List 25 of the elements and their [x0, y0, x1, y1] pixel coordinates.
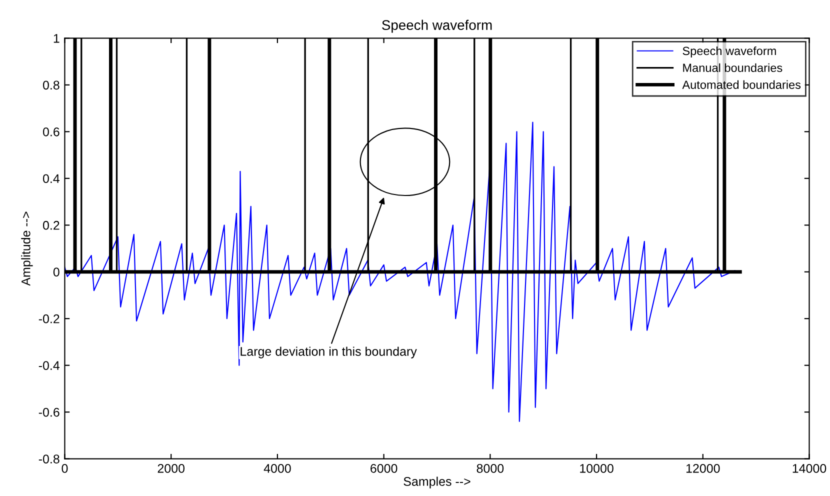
x-tick-label: 14000 — [792, 464, 826, 473]
y-tick-label: 0.8 — [42, 80, 60, 90]
y-tick-label: 0 — [53, 268, 60, 277]
x-tick-label: 12000 — [686, 464, 720, 473]
y-tick-label: 0.2 — [42, 220, 60, 230]
y-tick-label: -0.6 — [38, 408, 60, 417]
legend-label: Automated boundaries — [682, 80, 801, 89]
x-tick-label: 6000 — [370, 464, 398, 473]
legend-label: Manual boundaries — [683, 63, 782, 72]
x-tick-label: 0 — [62, 464, 68, 473]
legend-label: Speech waveform — [682, 46, 776, 58]
x-tick-label: 8000 — [476, 464, 504, 473]
y-tick-label: 0.6 — [42, 127, 60, 136]
y-tick-label: -0.2 — [38, 314, 60, 324]
x-tick-label: 10000 — [580, 464, 614, 473]
y-tick-label: 1 — [54, 34, 60, 43]
y-tick-label: 0.4 — [42, 174, 60, 184]
x-tick-label: 4000 — [264, 464, 291, 473]
y-tick-label: -0.4 — [38, 361, 60, 370]
y-axis-title: Amplitude --> — [21, 212, 33, 286]
annotation: Large deviation in this boundary — [240, 346, 417, 358]
x-tick-label: 2000 — [158, 464, 185, 473]
x-axis-title: Samples --> — [404, 476, 470, 488]
chart-title: Speech waveform — [382, 20, 492, 33]
y-tick-label: -0.8 — [38, 454, 60, 464]
